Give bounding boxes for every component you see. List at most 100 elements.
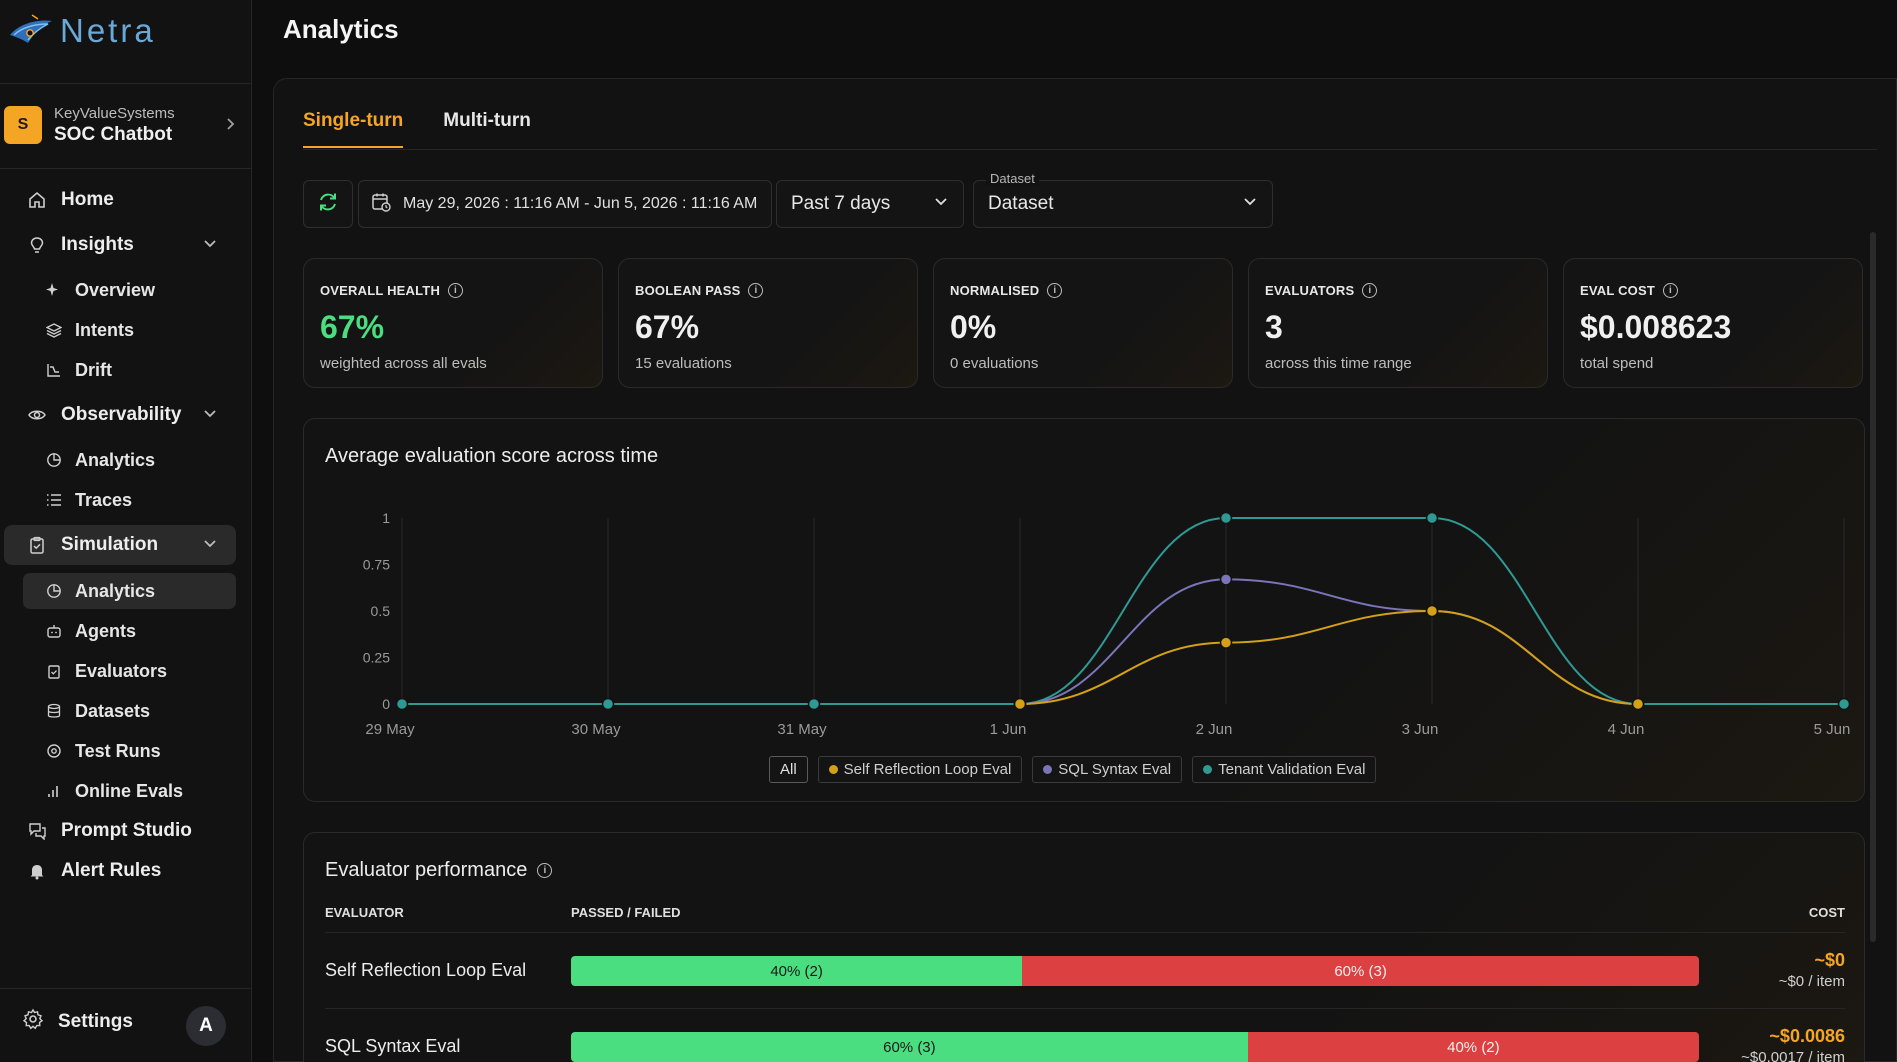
chevron-down-icon <box>202 405 224 426</box>
user-avatar[interactable]: A <box>186 1006 226 1046</box>
info-icon[interactable]: i <box>1362 283 1378 298</box>
kpi-subtext: 0 evaluations <box>950 355 1039 372</box>
bar-chart-icon <box>45 782 63 800</box>
series-line <box>402 517 1844 705</box>
kpi-subtext: weighted across all evals <box>320 355 487 372</box>
nav-evaluators[interactable]: Evaluators <box>23 653 236 689</box>
legend-label: SQL Syntax Eval <box>1058 761 1172 778</box>
nav-prompt-studio[interactable]: Prompt Studio <box>4 811 236 851</box>
nav-overview[interactable]: Overview <box>23 272 236 308</box>
y-tick-label: 0.25 <box>363 650 390 666</box>
scrollbar[interactable] <box>1870 232 1876 942</box>
settings-button[interactable]: Settings <box>22 1008 133 1035</box>
pass-segment: 40% (2) <box>571 956 1023 986</box>
target-icon <box>45 742 63 760</box>
data-point <box>601 697 615 711</box>
data-point <box>395 697 409 711</box>
nav-drift-label: Drift <box>75 359 112 380</box>
netra-eye-icon <box>10 14 52 43</box>
x-tick-label: 4 Jun <box>1608 721 1645 738</box>
kpi-boolean-pass: BOOLEAN PASS i 67% 15 evaluations <box>618 258 918 388</box>
info-icon[interactable]: i <box>1047 283 1063 298</box>
pass-fail-bar: 60% (3) 40% (2) <box>571 1032 1699 1062</box>
kpi-overall-health: OVERALL HEALTH i 67% weighted across all … <box>303 258 603 388</box>
cost-total: ~$0 <box>1814 950 1845 970</box>
date-range-picker[interactable]: May 29, 2026 : 11:16 AM - Jun 5, 2026 : … <box>358 180 772 228</box>
nav-intents[interactable]: Intents <box>23 312 236 348</box>
nav-home-label: Home <box>61 189 114 210</box>
evaluator-name: Self Reflection Loop Eval <box>325 960 527 980</box>
nav-datasets[interactable]: Datasets <box>23 693 236 729</box>
org-avatar: S <box>4 106 42 144</box>
nav-simulation-analytics[interactable]: Analytics <box>23 573 236 609</box>
nav-observability[interactable]: Observability <box>4 395 236 435</box>
legend-sql-syntax[interactable]: SQL Syntax Eval <box>1032 756 1183 783</box>
data-point <box>1219 636 1233 649</box>
performance-title: Evaluator performance <box>325 859 528 881</box>
nav-observability-analytics[interactable]: Analytics <box>23 442 236 478</box>
refresh-button[interactable] <box>303 180 353 228</box>
divider <box>0 83 252 84</box>
nav-alert-rules[interactable]: Alert Rules <box>4 851 236 891</box>
data-point <box>1631 697 1645 711</box>
app-logo[interactable]: Netra <box>8 10 156 52</box>
evaluator-cost: ~$0.0086 ~$0.0017 / item <box>1741 1026 1845 1062</box>
dataset-select[interactable]: Dataset <box>973 180 1273 228</box>
kpi-value: $0.008623 <box>1580 309 1732 345</box>
tab-multi-turn[interactable]: Multi-turn <box>443 110 531 131</box>
time-preset-value: Past 7 days <box>791 193 891 214</box>
nav-evaluators-label: Evaluators <box>75 660 168 681</box>
nav-insights-label: Insights <box>61 234 134 255</box>
nav-traces[interactable]: Traces <box>23 482 236 518</box>
nav-test-runs[interactable]: Test Runs <box>23 733 236 769</box>
project-name: SOC Chatbot <box>54 123 173 145</box>
nav-intents-label: Intents <box>75 319 135 340</box>
chevron-down-icon <box>202 235 224 256</box>
nav-simulation-analytics-label: Analytics <box>75 580 156 601</box>
cost-per-item: ~$0.0017 / item <box>1741 1049 1845 1062</box>
home-icon <box>26 189 48 211</box>
info-icon[interactable]: i <box>448 283 464 298</box>
y-tick-label: 1 <box>382 510 390 526</box>
clipboard-check-icon <box>26 534 48 556</box>
y-tick-label: 0 <box>382 696 390 712</box>
nav-online-evals-label: Online Evals <box>75 780 184 801</box>
cost-total: ~$0.0086 <box>1769 1026 1845 1046</box>
chevron-right-icon <box>224 115 244 136</box>
nav-insights[interactable]: Insights <box>4 225 236 265</box>
tab-single-turn[interactable]: Single-turn <box>303 110 404 148</box>
fail-segment: 60% (3) <box>1022 956 1699 986</box>
chat-icon <box>26 820 48 842</box>
kpi-label: NORMALISED <box>950 283 1040 298</box>
org-switcher[interactable]: S KeyValueSystems SOC Chatbot <box>4 102 244 148</box>
kpi-evaluators: EVALUATORS i 3 across this time range <box>1248 258 1548 388</box>
legend-label: Tenant Validation Eval <box>1218 761 1366 778</box>
kpi-value: 0% <box>950 309 997 345</box>
legend-tenant-validation[interactable]: Tenant Validation Eval <box>1192 756 1377 783</box>
row-divider <box>325 932 1845 933</box>
info-icon[interactable]: i <box>1663 283 1678 298</box>
line-chart: 29 May 30 May 31 May 1 Jun 2 Jun 3 Jun 4 Jun 5 … <box>363 510 1851 738</box>
kpi-value: 67% <box>320 309 385 345</box>
pass-segment: 60% (3) <box>571 1032 1248 1062</box>
nav-simulation[interactable]: Simulation <box>4 525 236 565</box>
nav-prompt-studio-label: Prompt Studio <box>61 820 192 841</box>
info-icon[interactable]: i <box>537 863 553 878</box>
row-divider <box>325 1008 1845 1009</box>
info-icon[interactable]: i <box>748 283 764 298</box>
lightbulb-icon <box>26 234 48 256</box>
chevron-down-icon <box>1242 193 1258 215</box>
legend-self-reflection[interactable]: Self Reflection Loop Eval <box>817 756 1023 783</box>
nav-home[interactable]: Home <box>4 180 236 220</box>
data-point <box>1013 697 1027 711</box>
kpi-subtext: 15 evaluations <box>635 355 732 372</box>
page-title: Analytics <box>283 14 399 44</box>
gear-icon <box>22 1008 44 1035</box>
time-preset-select[interactable]: Past 7 days <box>776 180 964 228</box>
nav-agents[interactable]: Agents <box>23 613 236 649</box>
pie-chart-icon <box>45 451 63 469</box>
nav-online-evals[interactable]: Online Evals <box>23 773 236 809</box>
legend-all[interactable]: All <box>769 756 808 783</box>
chevron-down-icon <box>202 535 224 556</box>
nav-drift[interactable]: Drift <box>23 352 236 388</box>
